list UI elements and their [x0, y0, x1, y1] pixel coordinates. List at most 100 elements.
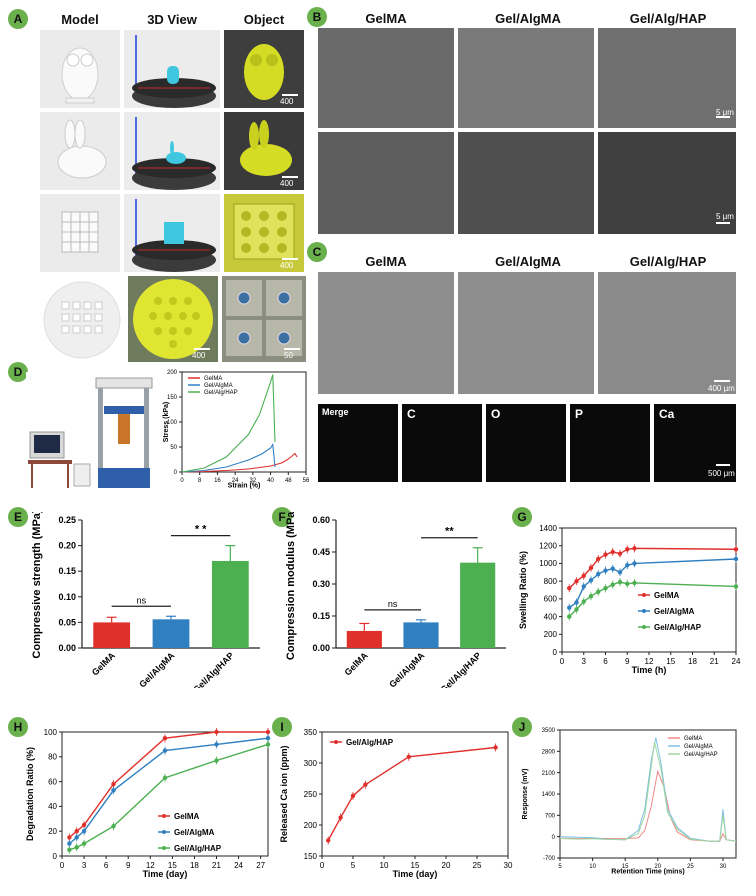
panel-letter-d: D [8, 362, 28, 382]
x-tick-label: 5 [558, 864, 562, 870]
panel-letter-h: H [8, 717, 28, 737]
y-tick-label: 250 [304, 790, 318, 799]
x-axis-label: Time (h) [632, 665, 667, 675]
3d-view-bunny-image [124, 112, 220, 190]
scalebar-label: 5 μm [716, 108, 734, 117]
y-axis-label: Swelling Ratio (%) [518, 551, 528, 629]
x-tick-label: 3 [82, 861, 87, 870]
testing-machine-photo [26, 372, 156, 490]
x-tick-label: 16 [214, 478, 221, 484]
y-tick-label: 1400 [539, 524, 557, 533]
y-tick-label: 0.25 [58, 515, 76, 525]
y-tick-label: 200 [304, 821, 318, 830]
plot-frame [561, 527, 737, 653]
model-bunny-image [40, 112, 120, 190]
x-tick-label: 9 [126, 861, 131, 870]
legend-entry: Gel/Alg/HAP [174, 844, 222, 853]
panel-letter-i: I [272, 717, 292, 737]
y-tick-label: 80 [48, 753, 57, 762]
x-tick-label: 27 [256, 861, 265, 870]
panel-letter-a: A [8, 9, 28, 29]
legend-entry: GelMA [174, 812, 200, 821]
bar-gelalgma [152, 619, 190, 648]
x-tick-label: Gel/Alg/HAP [439, 650, 484, 688]
3d-view-lattice-image [124, 194, 220, 272]
panel-letter-c: C [307, 242, 327, 262]
y-tick-label: 150 [167, 395, 178, 401]
x-tick-label: Gel/AlgMA [137, 650, 177, 688]
y-tick-label: 0.20 [58, 541, 76, 551]
object-microscope-photo: 50 μm [222, 276, 306, 362]
eds-label-p: P [575, 407, 584, 421]
y-tick-label: 50 [170, 445, 177, 451]
x-tick-label: 9 [625, 657, 630, 666]
y-tick-label: 0.00 [58, 643, 76, 653]
panel-letter-g: G [512, 507, 532, 527]
eds-label-o: O [491, 407, 501, 421]
x-tick-label: 6 [104, 861, 109, 870]
significance-label: ** [445, 526, 454, 538]
y-tick-label: -700 [543, 856, 556, 862]
panel-letter-f: F [272, 507, 292, 527]
x-tick-label: 15 [411, 861, 420, 870]
x-tick-label: Gel/AlgMA [387, 650, 427, 688]
legend-entry: Gel/Alg/HAP [204, 390, 238, 396]
series-line-gelma [68, 731, 268, 838]
eds-map-merge: Merge [318, 404, 398, 482]
x-tick-label: 21 [710, 657, 719, 666]
significance-label: * * [195, 524, 207, 536]
panel-b-header-gelalghap: Gel/Alg/HAP [629, 11, 707, 26]
significance-label: ns [137, 595, 147, 605]
scalebar-label: 500 μm [708, 469, 735, 478]
panel-letter-j: J [512, 717, 532, 737]
sem-image-gelalgma-high [458, 132, 594, 234]
scalebar-label: 400 μm [280, 261, 294, 272]
x-axis-label: Time (day) [393, 869, 438, 879]
legend-entry: Gel/AlgMA [204, 383, 233, 389]
eds-map-o: O [486, 404, 566, 482]
object-bunny-photo: 400 μm [224, 112, 304, 190]
series-line-gelalghap [181, 374, 276, 473]
3d-view-owl-image [124, 30, 220, 108]
y-tick-label: 0 [53, 852, 58, 861]
y-tick-label: 1200 [539, 542, 557, 551]
legend-marker [642, 609, 646, 613]
x-axis-label: Retention Time (mins) [611, 869, 684, 876]
series-line-gelma [181, 452, 298, 473]
y-tick-label: 3500 [542, 728, 556, 734]
panel-c-header-gelma: GelMA [365, 254, 407, 269]
bar-gelalghap [211, 560, 249, 648]
significance-label: ns [388, 599, 398, 609]
x-tick-label: 15 [622, 864, 629, 870]
x-tick-label: 0 [180, 478, 184, 484]
chart-j-retention-response: 5 10 15 20 25 30 -700 0 700 1400 2100 2800 3500 Reten… [522, 728, 737, 876]
x-tick-label: 10 [380, 861, 389, 870]
y-tick-label: 0 [552, 835, 556, 841]
y-tick-label: 0 [553, 648, 558, 657]
panel-b-header-gelma: GelMA [365, 11, 407, 26]
y-tick-label: 200 [167, 370, 178, 376]
eds-map-p: P [570, 404, 650, 482]
bar-gelalghap [460, 562, 496, 648]
object-lattice-photo: 400 μm [224, 194, 304, 272]
sem-image-gelalghap-low: 5 μm [598, 28, 736, 128]
y-tick-label: 0.15 [312, 611, 330, 621]
y-tick-label: 600 [544, 595, 558, 604]
y-tick-label: 0.00 [312, 643, 330, 653]
x-tick-label: GelMA [343, 650, 371, 678]
sem-grid-gelalgma [458, 272, 594, 394]
chart-g-swelling-ratio: 0 3 6 9 12 15 18 21 24 0 200 400 600 800 1000 1200 1400 T… [518, 524, 741, 675]
legend-marker [334, 740, 338, 744]
plot-frame [321, 731, 509, 857]
model-lattice-image [40, 194, 120, 272]
y-tick-label: 200 [544, 630, 558, 639]
model-disc-image [40, 276, 124, 362]
x-tick-label: 48 [285, 478, 292, 484]
legend-marker [642, 593, 646, 597]
y-tick-label: 2800 [542, 749, 556, 755]
chart-e-compressive-strength: 0.00 0.05 0.10 0.15 0.20 0.25 Compressive stre… [31, 512, 260, 688]
legend-marker [162, 814, 166, 818]
legend-marker [162, 846, 166, 850]
series-line-gelalghap [559, 742, 737, 842]
y-axis-label: Compression modulus (MPa) [285, 512, 297, 660]
